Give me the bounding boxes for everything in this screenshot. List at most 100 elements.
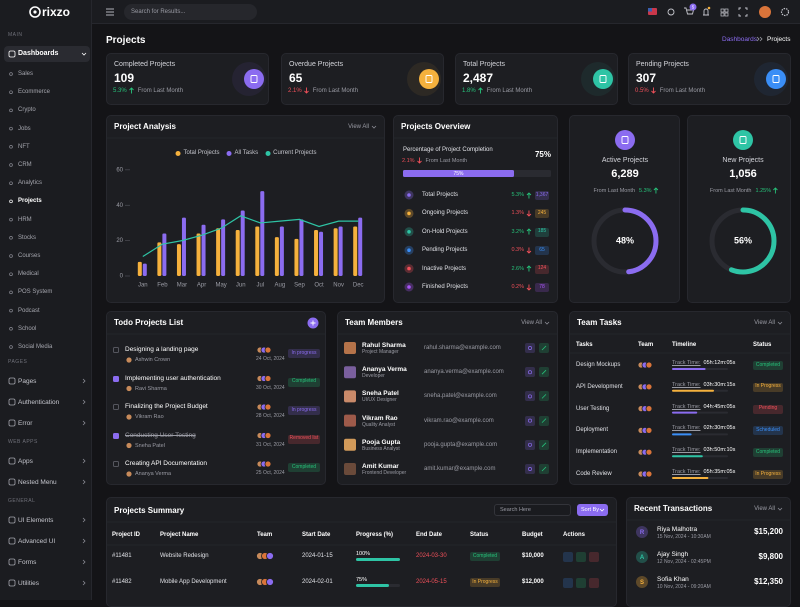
todo-checkbox[interactable]: [113, 404, 119, 410]
nav-sub-item[interactable]: Podcast: [18, 307, 40, 314]
nav-sub-item[interactable]: Projects: [18, 198, 42, 205]
ring-title: New Projects: [722, 157, 764, 164]
member-edit-button[interactable]: [539, 415, 549, 426]
member-edit-button[interactable]: [539, 391, 549, 402]
nav-item[interactable]: UI Elements: [18, 517, 54, 524]
nav-item[interactable]: Apps: [18, 458, 33, 465]
trend-change: 2.1%: [288, 87, 302, 94]
track-label: Track Time:: [672, 381, 701, 388]
status-badge: Completed: [755, 361, 781, 368]
trend-arrow-path: [526, 265, 531, 272]
status-badge: Completed: [291, 378, 317, 384]
column-header: Actions: [563, 532, 586, 538]
nav-item[interactable]: Dashboards: [18, 50, 59, 57]
member-view-button[interactable]: [525, 439, 535, 450]
nav-section-title: GENERAL: [8, 498, 36, 504]
nav-sub-item[interactable]: Jobs: [18, 125, 31, 132]
member-edit-button[interactable]: [539, 439, 549, 450]
action-delete[interactable]: [589, 578, 599, 588]
member-view-button[interactable]: [525, 367, 535, 378]
trend-arrow: [416, 157, 422, 164]
nav-active-bg: [4, 46, 90, 62]
member-name: Vikram Rao: [362, 414, 398, 422]
member-email: amit.kumar@example.com: [424, 466, 496, 472]
start-date: 2024-01-15: [302, 553, 333, 559]
completion-title: Percentage of Project Completion: [403, 147, 493, 153]
summary-search[interactable]: [494, 504, 571, 516]
action-edit[interactable]: [576, 552, 586, 562]
nav-sub-item[interactable]: HRM: [18, 216, 32, 223]
member-view-button[interactable]: [525, 343, 535, 353]
nav-sub-item[interactable]: CRM: [18, 162, 32, 168]
member-edit-button[interactable]: [539, 343, 549, 353]
member-role: Developer: [362, 373, 385, 380]
transaction-date: 10 Nov, 2024 - 09:20AM: [657, 584, 711, 590]
column-header: Tasks: [576, 342, 593, 348]
nav-item[interactable]: Error: [18, 420, 33, 427]
member-view-button[interactable]: [525, 464, 535, 474]
nav-item[interactable]: Pages: [18, 378, 37, 385]
todo-checkbox[interactable]: [113, 347, 119, 353]
nav-sub-item[interactable]: Social Media: [18, 344, 53, 350]
card-title: Todo Projects List: [114, 318, 184, 327]
task-name: User Testing: [576, 405, 610, 412]
nav-sub-item[interactable]: Crypto: [18, 107, 36, 114]
member-edit-button[interactable]: [539, 464, 549, 474]
status-badge: Completed: [291, 463, 317, 470]
view-all[interactable]: View All: [754, 506, 775, 512]
todo-checkbox[interactable]: [113, 375, 119, 382]
member-name: Sneha Patel: [362, 390, 399, 398]
nav-item[interactable]: Utilities: [18, 580, 39, 587]
breadcrumb-link[interactable]: Dashboards: [722, 36, 758, 43]
nav-sub-item[interactable]: Sales: [18, 71, 34, 77]
todo-task: Conducting User Testing: [125, 431, 196, 439]
todo-assignee: Ananya Verma: [135, 471, 172, 477]
todo-checkbox[interactable]: [113, 461, 119, 467]
view-all[interactable]: View All: [348, 124, 369, 130]
member-edit-button[interactable]: [539, 367, 549, 378]
project-id: #11481: [112, 553, 132, 559]
search-box[interactable]: [124, 4, 257, 20]
member-name: Amit Kumar: [362, 463, 399, 470]
nav-item[interactable]: Forms: [18, 559, 37, 566]
trend-change: 1.25%: [755, 187, 772, 194]
action-edit[interactable]: [576, 578, 586, 588]
card-title: Team Tasks: [577, 318, 622, 327]
member-role: Quality Analyst: [362, 421, 396, 428]
column-header: Start Date: [302, 532, 331, 538]
action-view[interactable]: [563, 578, 573, 588]
overview-label: Finished Projects: [422, 284, 469, 290]
nav-item[interactable]: Authentication: [18, 399, 60, 406]
view-all[interactable]: View All: [521, 320, 542, 326]
member-view-button[interactable]: [525, 391, 535, 402]
member-view-button[interactable]: [525, 415, 535, 426]
trend-arrow: [303, 87, 309, 94]
nav-sub-item[interactable]: Courses: [18, 253, 41, 259]
trend-note: From Last Month: [709, 187, 752, 194]
nav-sub-item[interactable]: Medical: [18, 271, 39, 278]
stat-title: Completed Projects: [114, 61, 176, 68]
trend-arrow: [650, 87, 656, 94]
nav-item[interactable]: Advanced UI: [18, 538, 56, 545]
trend-note: From Last Month: [137, 87, 184, 94]
legend-swatch: [175, 150, 181, 156]
nav-sub-item[interactable]: School: [18, 325, 37, 332]
nav-sub-item[interactable]: NFT: [18, 143, 30, 150]
column-header: Team: [257, 532, 273, 538]
sort-label: Sort By: [581, 507, 600, 513]
nav-sub-item[interactable]: Stocks: [18, 234, 37, 241]
trend-change: 1.3%: [511, 210, 524, 217]
view-all[interactable]: View All: [754, 320, 775, 326]
action-view[interactable]: [563, 552, 573, 562]
nav-sub-item[interactable]: Analytics: [18, 180, 43, 187]
action-delete[interactable]: [589, 552, 599, 562]
legend: Total Projects All Tasks Current Projects: [175, 150, 316, 156]
trend-row: 2.1% From Last Month: [402, 157, 469, 164]
overview-count: 78: [539, 283, 545, 290]
nav-sub-item[interactable]: Ecommerce: [18, 89, 51, 96]
nav-sub-item[interactable]: POS System: [18, 289, 53, 296]
todo-checkbox[interactable]: [113, 432, 119, 439]
nav-item[interactable]: Nested Menu: [18, 479, 57, 486]
sort-button[interactable]: [577, 504, 608, 516]
